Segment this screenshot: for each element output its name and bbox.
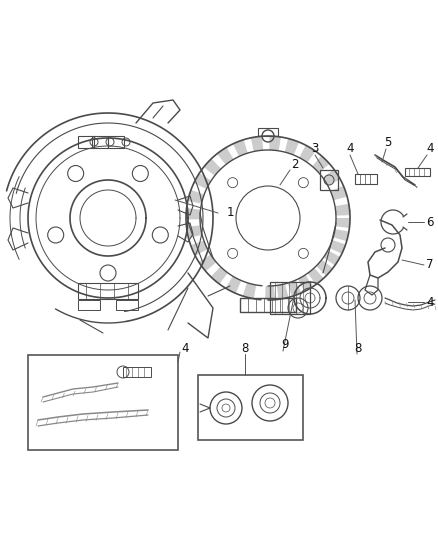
Bar (320, 170, 338, 190)
Bar (240, 298, 296, 312)
Text: 8: 8 (241, 342, 249, 354)
Bar (28, 355, 178, 450)
Text: 9: 9 (281, 338, 289, 351)
Polygon shape (324, 251, 340, 265)
Polygon shape (308, 268, 324, 285)
Bar (116, 300, 138, 310)
Polygon shape (285, 139, 299, 155)
Polygon shape (312, 156, 329, 173)
Polygon shape (265, 286, 275, 300)
Polygon shape (188, 190, 204, 204)
Text: 5: 5 (384, 135, 392, 149)
Polygon shape (217, 147, 233, 165)
Text: 2: 2 (291, 158, 299, 172)
Polygon shape (194, 173, 211, 189)
Polygon shape (269, 136, 281, 151)
Polygon shape (316, 260, 333, 276)
Polygon shape (299, 145, 315, 163)
Polygon shape (331, 186, 347, 200)
Bar (78, 300, 100, 310)
Bar (108, 136, 124, 148)
Polygon shape (191, 240, 208, 256)
Text: 4: 4 (346, 141, 354, 155)
Polygon shape (277, 284, 289, 300)
Polygon shape (243, 282, 256, 299)
Text: 4: 4 (426, 141, 434, 155)
Polygon shape (298, 275, 313, 292)
Bar (355, 174, 377, 184)
Text: 4: 4 (426, 295, 434, 309)
Polygon shape (211, 266, 228, 284)
Polygon shape (336, 218, 350, 228)
Polygon shape (288, 280, 301, 296)
Polygon shape (187, 225, 202, 238)
Polygon shape (323, 169, 340, 185)
Text: 6: 6 (426, 215, 434, 229)
Bar (123, 367, 151, 377)
Polygon shape (251, 136, 263, 151)
Polygon shape (199, 255, 216, 271)
Bar (405, 168, 430, 176)
Text: 3: 3 (311, 141, 319, 155)
Polygon shape (233, 140, 248, 157)
Polygon shape (333, 229, 349, 241)
Text: 1: 1 (226, 206, 234, 220)
Polygon shape (329, 240, 346, 254)
Bar (78, 283, 138, 299)
Bar (198, 375, 303, 440)
Polygon shape (335, 204, 350, 216)
Polygon shape (186, 208, 201, 220)
Text: 7: 7 (426, 259, 434, 271)
Bar (258, 128, 278, 136)
Polygon shape (226, 276, 241, 293)
Bar (78, 136, 94, 148)
Bar (270, 282, 310, 314)
Text: 8: 8 (354, 342, 362, 354)
Bar (92, 136, 108, 148)
Text: 4: 4 (181, 342, 189, 354)
Polygon shape (204, 159, 221, 176)
